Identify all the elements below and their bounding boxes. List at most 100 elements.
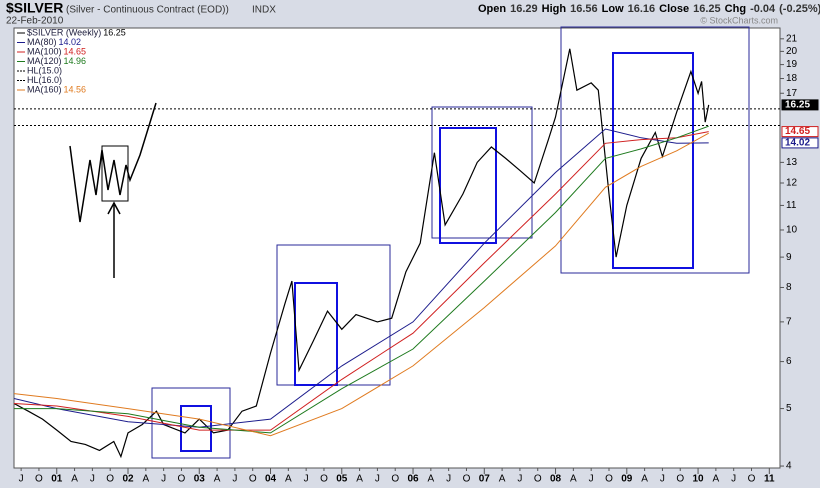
x-tick-label: J <box>660 474 665 485</box>
quote-label: Low <box>601 3 624 15</box>
quote-value: 16.16 <box>627 3 656 15</box>
box <box>612 52 694 269</box>
y-tick-label: 4 <box>786 461 792 472</box>
x-tick-label: A <box>142 474 149 485</box>
x-tick-label: A <box>71 474 78 485</box>
x-tick-label: A <box>499 474 506 485</box>
x-tick-label: 08 <box>550 474 562 485</box>
box <box>151 387 231 459</box>
quote-bar: Open 16.29 High 16.56 Low 16.16 Close 16.25 Chg -… <box>478 3 820 15</box>
x-tick-label: O <box>391 474 399 485</box>
x-tick-label: O <box>534 474 542 485</box>
y-tick-label: 12 <box>786 178 798 189</box>
x-tick-label: O <box>605 474 613 485</box>
sketch <box>69 102 157 223</box>
chart-title: $SILVER <box>6 0 63 16</box>
quote-value: 16.56 <box>570 3 598 15</box>
x-tick-label: J <box>517 474 522 485</box>
quote-value: 16.25 <box>693 3 721 15</box>
watermark: © StockCharts.com <box>700 15 778 25</box>
x-tick-label: 11 <box>764 474 775 485</box>
price-tag <box>781 126 819 138</box>
y-tick-label: 5 <box>786 403 792 414</box>
x-tick-label: 03 <box>194 474 206 485</box>
y-tick-label: 9 <box>786 252 792 263</box>
x-tick-label: J <box>90 474 95 485</box>
x-tick-label: J <box>232 474 237 485</box>
y-tick-label: 11 <box>786 200 797 211</box>
box <box>560 26 750 274</box>
x-tick-label: A <box>641 474 648 485</box>
y-tick-label: 18 <box>786 73 798 84</box>
series-line <box>14 131 709 431</box>
quote-label: Open <box>478 3 507 15</box>
legend-name: HL(15.0) <box>27 65 62 75</box>
x-tick-label: O <box>178 474 186 485</box>
x-tick-label: J <box>19 474 24 485</box>
x-tick-label: O <box>748 474 756 485</box>
box <box>431 106 533 239</box>
x-tick-label: 04 <box>265 474 277 485</box>
quote-label: High <box>541 3 567 15</box>
series-line <box>14 125 709 434</box>
date: 22-Feb-2010 <box>6 16 64 27</box>
x-tick-label: A <box>428 474 435 485</box>
quote-value: 16.29 <box>510 3 538 15</box>
x-tick-label: J <box>161 474 166 485</box>
sketch-arrow <box>107 201 121 215</box>
sketch-box <box>101 145 129 202</box>
y-tick-label: 7 <box>786 317 792 328</box>
legend-name: MA(120) <box>27 56 62 66</box>
x-tick-label: J <box>731 474 736 485</box>
x-tick-label: 07 <box>479 474 491 485</box>
x-tick-label: O <box>676 474 684 485</box>
x-tick-label: 02 <box>122 474 134 485</box>
x-tick-label: O <box>463 474 471 485</box>
price-tag-label: 14.02 <box>785 138 810 149</box>
legend-name: $SILVER (Weekly) <box>27 27 101 37</box>
y-tick-label: 20 <box>786 46 798 57</box>
annotations <box>69 26 750 459</box>
x-tick-label: A <box>356 474 363 485</box>
exchange: INDX <box>252 5 276 16</box>
y-tick-label: 13 <box>786 157 798 168</box>
x-tick-label: 06 <box>407 474 419 485</box>
price-tag <box>781 99 819 111</box>
x-tick-label: A <box>214 474 221 485</box>
x-tick-label: A <box>713 474 720 485</box>
legend-name: HL(16.0) <box>27 75 62 85</box>
y-tick-label: 21 <box>786 33 798 44</box>
x-tick-label: J <box>446 474 451 485</box>
quote-value: -0.04 <box>750 3 776 15</box>
legend-value: 14.96 <box>64 56 87 66</box>
x-tick-label: A <box>570 474 577 485</box>
price-tag-label: 16.25 <box>785 100 810 111</box>
price-tag-label: 14.65 <box>785 126 810 137</box>
x-tick-label: 10 <box>692 474 704 485</box>
y-tick-label: 8 <box>786 282 792 293</box>
legend-value: 14.56 <box>64 84 87 94</box>
x-tick-label: O <box>106 474 114 485</box>
box <box>439 127 497 244</box>
series-line <box>14 48 710 459</box>
y-tick-label: 19 <box>786 59 798 70</box>
x-tick-label: A <box>285 474 292 485</box>
legend-name: MA(100) <box>27 46 62 56</box>
x-tick-label: O <box>320 474 328 485</box>
x-tick-label: 09 <box>621 474 633 485</box>
price-tag <box>781 137 819 149</box>
x-tick-label: 01 <box>51 474 63 485</box>
x-tick-label: J <box>304 474 309 485</box>
quote-change-pct: (-0.25%) <box>779 3 820 15</box>
plot-area <box>13 27 781 469</box>
y-tick-label: 6 <box>786 356 792 367</box>
quote-label: Chg <box>724 3 747 15</box>
legend-value: 14.65 <box>64 46 87 56</box>
x-tick-label: O <box>35 474 43 485</box>
chart-subtitle: (Silver - Continuous Contract (EOD)) <box>66 5 229 16</box>
legend-value: 16.25 <box>103 27 126 37</box>
x-tick-label: J <box>375 474 380 485</box>
legend-name: MA(80) <box>27 37 57 47</box>
series-line <box>14 128 709 428</box>
